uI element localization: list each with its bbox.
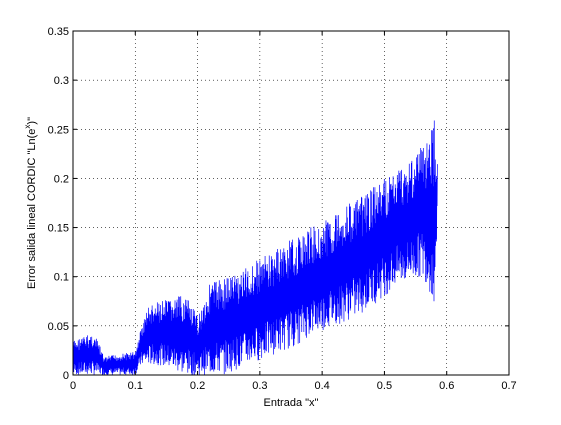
x-tick-label: 0.4: [314, 380, 329, 392]
y-tick-label: 0: [63, 370, 69, 382]
y-axis-label-suffix: )": [26, 117, 38, 125]
plot-area: [73, 31, 509, 375]
y-tick-label: 0.05: [48, 321, 69, 333]
y-tick-label: 0.35: [48, 26, 69, 38]
x-tick-label: 0.3: [252, 380, 267, 392]
y-axis-label-superscript: x: [23, 125, 32, 129]
y-tick-label: 0.3: [54, 75, 69, 87]
y-axis-label: Error salida lineal CORDIC "Ln(ex)": [23, 117, 38, 289]
x-tick-label: 0: [70, 380, 76, 392]
x-tick-label: 0.6: [439, 380, 454, 392]
series-line: [72, 120, 438, 375]
x-tick-label: 0.7: [501, 380, 516, 392]
y-tick-label: 0.1: [54, 272, 69, 284]
axes-box: [72, 30, 510, 376]
x-tick-label: 0.5: [377, 380, 392, 392]
x-axis-label: Entrada "x": [264, 397, 319, 409]
ticks: 0 0.1 0.2 0.3 0.4 0.5 0.6 0.7 0 0.05 0.1 0.15 0.2 0.2…: [48, 26, 517, 392]
y-tick-label: 0.25: [48, 124, 69, 136]
y-tick-label: 0.2: [54, 173, 69, 185]
x-tick-label: 0.1: [128, 380, 143, 392]
y-tick-label: 0.15: [48, 223, 69, 235]
series-line-path: [72, 120, 438, 375]
y-axis-label-prefix: Error salida lineal CORDIC "Ln(e: [26, 129, 38, 289]
x-tick-label: 0.2: [190, 380, 205, 392]
